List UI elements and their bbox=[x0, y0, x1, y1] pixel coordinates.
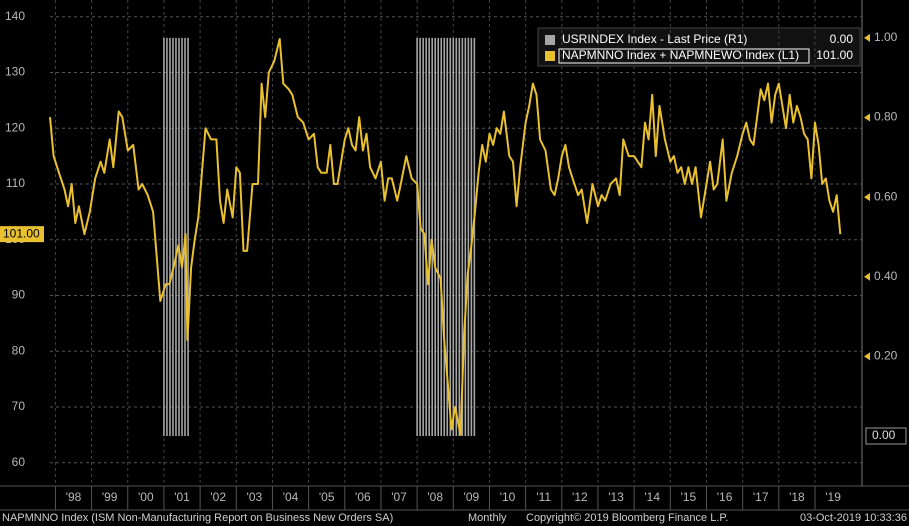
last-value-box bbox=[0, 226, 44, 243]
x-tick-label: '06 bbox=[355, 490, 371, 504]
x-tick-label: '00 bbox=[138, 490, 154, 504]
x-tick-label: '19 bbox=[825, 490, 841, 504]
x-tick-label: '16 bbox=[717, 490, 733, 504]
last-value-label: 101.00 bbox=[3, 226, 40, 240]
y2-tick-label: 0.40 bbox=[874, 269, 898, 283]
y2-tick-mark bbox=[864, 352, 870, 361]
last-value-box bbox=[865, 427, 907, 445]
x-tick-label: '15 bbox=[681, 490, 697, 504]
x-tick-label: '12 bbox=[572, 490, 588, 504]
y-tick-label: 140 bbox=[5, 9, 25, 23]
legend-box bbox=[537, 27, 861, 67]
y2-tick-label: 0.60 bbox=[874, 189, 898, 203]
y2-tick-mark bbox=[864, 33, 870, 42]
last-value-label: 0.00 bbox=[872, 428, 896, 442]
y2-tick-label: 0.20 bbox=[874, 349, 898, 363]
legend-value: 0.00 bbox=[830, 32, 854, 46]
y2-tick-label: 1.00 bbox=[874, 30, 898, 44]
y2-tick-mark bbox=[864, 113, 870, 122]
y-tick-label: 90 bbox=[12, 288, 26, 302]
footer-frequency: Monthly bbox=[468, 512, 507, 524]
x-tick-label: '14 bbox=[644, 490, 660, 504]
y-tick-label: 110 bbox=[6, 176, 25, 190]
y-tick-label: 120 bbox=[5, 120, 25, 134]
x-tick-label: '03 bbox=[247, 490, 263, 504]
y-tick-label: 80 bbox=[12, 343, 26, 357]
x-tick-label: '11 bbox=[536, 490, 551, 504]
x-tick-label: '13 bbox=[608, 490, 624, 504]
footer-copyright: Copyright© 2019 Bloomberg Finance L.P. bbox=[526, 512, 728, 524]
y2-tick-mark bbox=[864, 272, 870, 281]
y2-tick-mark bbox=[864, 193, 870, 202]
y-tick-label: 130 bbox=[5, 65, 25, 79]
y-tick-label: 70 bbox=[12, 399, 26, 413]
x-tick-label: '08 bbox=[427, 490, 443, 504]
data-line bbox=[49, 38, 842, 436]
legend-value: 101.00 bbox=[816, 48, 853, 62]
legend-highlight bbox=[558, 48, 810, 64]
x-tick-label: '05 bbox=[319, 490, 335, 504]
legend-swatch bbox=[545, 35, 555, 45]
x-tick-label: '98 bbox=[66, 490, 82, 504]
legend-swatch bbox=[545, 51, 555, 61]
x-tick-label: '04 bbox=[283, 490, 299, 504]
x-tick-label: '02 bbox=[210, 490, 226, 504]
y-tick-label: 60 bbox=[12, 455, 26, 469]
legend-label: USRINDEX Index - Last Price (R1) bbox=[562, 32, 747, 46]
y2-tick-label: 0.80 bbox=[874, 110, 898, 124]
footer-source: NAPMNNO Index (ISM Non-Manufacturing Rep… bbox=[2, 512, 393, 524]
x-tick-label: '01 bbox=[174, 490, 190, 504]
x-tick-label: '07 bbox=[391, 490, 407, 504]
x-tick-label: '18 bbox=[789, 490, 805, 504]
x-tick-label: '10 bbox=[500, 490, 516, 504]
footer-timestamp: 03-Oct-2019 10:33:36 bbox=[800, 512, 907, 524]
legend-label: NAPMNNO Index + NAPMNEWO Index (L1) bbox=[562, 48, 799, 62]
x-tick-label: '17 bbox=[753, 490, 769, 504]
x-tick-label: '99 bbox=[102, 490, 118, 504]
x-tick-label: '09 bbox=[464, 490, 480, 504]
